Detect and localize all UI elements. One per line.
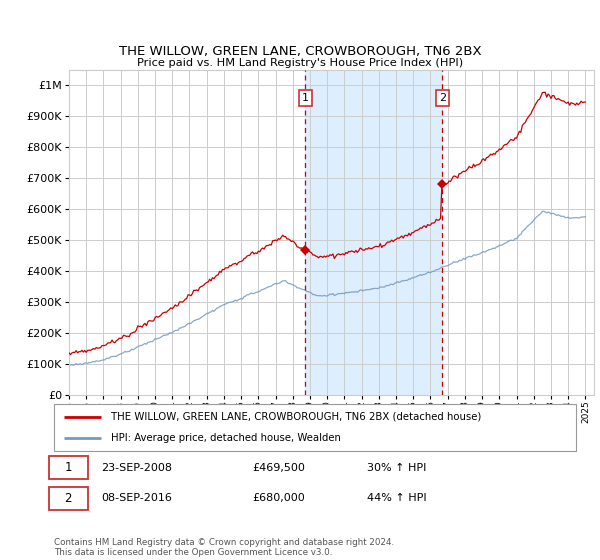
Text: THE WILLOW, GREEN LANE, CROWBOROUGH, TN6 2BX (detached house): THE WILLOW, GREEN LANE, CROWBOROUGH, TN6…: [112, 412, 482, 422]
Bar: [305, 70, 442, 395]
Text: 44% ↑ HPI: 44% ↑ HPI: [367, 493, 427, 503]
Text: £680,000: £680,000: [253, 493, 305, 503]
FancyBboxPatch shape: [49, 456, 88, 479]
Text: Price paid vs. HM Land Registry's House Price Index (HPI): Price paid vs. HM Land Registry's House …: [137, 58, 463, 68]
Text: 1: 1: [302, 93, 309, 103]
FancyBboxPatch shape: [49, 487, 88, 510]
FancyBboxPatch shape: [54, 404, 576, 451]
Text: 1: 1: [64, 461, 72, 474]
Text: 2: 2: [439, 93, 446, 103]
Text: 30% ↑ HPI: 30% ↑ HPI: [367, 463, 427, 473]
Text: 23-SEP-2008: 23-SEP-2008: [101, 463, 172, 473]
Text: £469,500: £469,500: [253, 463, 305, 473]
Text: Contains HM Land Registry data © Crown copyright and database right 2024.
This d: Contains HM Land Registry data © Crown c…: [54, 538, 394, 557]
Text: HPI: Average price, detached house, Wealden: HPI: Average price, detached house, Weal…: [112, 433, 341, 444]
Text: 2: 2: [64, 492, 72, 505]
Text: THE WILLOW, GREEN LANE, CROWBOROUGH, TN6 2BX: THE WILLOW, GREEN LANE, CROWBOROUGH, TN6…: [119, 45, 481, 58]
Text: 08-SEP-2016: 08-SEP-2016: [101, 493, 172, 503]
